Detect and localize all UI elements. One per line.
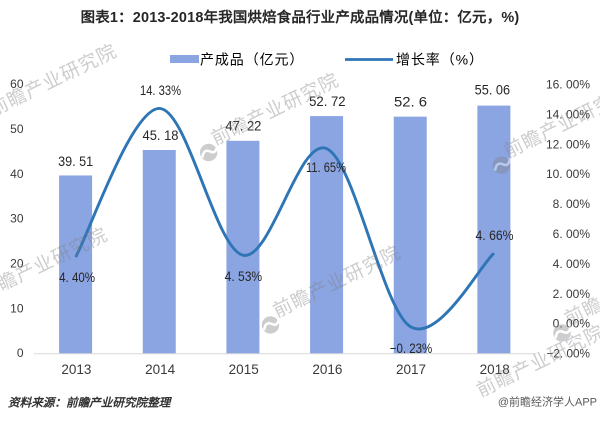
svg-text:2018: 2018: [480, 362, 510, 377]
svg-text:45. 18: 45. 18: [143, 127, 179, 143]
svg-text:2014: 2014: [145, 362, 176, 377]
svg-text:52. 6: 52. 6: [394, 94, 427, 110]
svg-text:0: 0: [17, 346, 24, 360]
svg-text:52. 72: 52. 72: [309, 93, 346, 109]
svg-text:图表1：2013-2018年我国烘焙食品行业产成品情况(单位: 图表1：2013-2018年我国烘焙食品行业产成品情况(单位：亿元，%): [81, 8, 520, 26]
svg-text:12. 00%: 12. 00%: [546, 137, 590, 151]
svg-text:40: 40: [10, 167, 24, 181]
svg-text:4. 00%: 4. 00%: [553, 257, 591, 271]
svg-text:2017: 2017: [396, 362, 426, 377]
svg-text:55. 06: 55. 06: [475, 81, 511, 97]
svg-text:30: 30: [10, 212, 24, 226]
svg-text:39. 51: 39. 51: [58, 153, 93, 169]
svg-text:60: 60: [10, 77, 24, 91]
svg-text:2013: 2013: [61, 362, 91, 377]
svg-text:−2. 00%: −2. 00%: [547, 347, 591, 361]
svg-text:50: 50: [10, 122, 24, 136]
svg-text:8. 00%: 8. 00%: [553, 197, 591, 211]
svg-text:2016: 2016: [312, 362, 342, 377]
svg-text:资料来源：前瞻产业研究院整理: 资料来源：前瞻产业研究院整理: [8, 396, 173, 410]
svg-text:16. 00%: 16. 00%: [546, 78, 590, 92]
svg-text:11. 65%: 11. 65%: [306, 159, 346, 175]
svg-text:10: 10: [10, 301, 24, 315]
svg-text:2015: 2015: [229, 362, 259, 377]
svg-text:4. 53%: 4. 53%: [225, 268, 263, 284]
svg-text:2. 00%: 2. 00%: [553, 287, 591, 301]
svg-text:产成品（亿元）: 产成品（亿元）: [200, 52, 304, 68]
svg-text:@前瞻经济学人APP: @前瞻经济学人APP: [498, 395, 597, 409]
svg-text:−0. 23%: −0. 23%: [390, 340, 433, 356]
svg-text:14. 33%: 14. 33%: [140, 82, 181, 98]
svg-text:47. 22: 47. 22: [225, 118, 261, 134]
svg-text:0. 00%: 0. 00%: [553, 317, 591, 331]
svg-text:20: 20: [10, 257, 24, 271]
svg-text:14. 00%: 14. 00%: [546, 108, 590, 122]
svg-text:4. 66%: 4. 66%: [476, 227, 514, 243]
svg-text:4. 40%: 4. 40%: [59, 269, 95, 285]
svg-text:增长率（%）: 增长率（%）: [396, 52, 484, 68]
svg-text:6. 00%: 6. 00%: [553, 227, 591, 241]
svg-text:10. 00%: 10. 00%: [546, 167, 590, 181]
